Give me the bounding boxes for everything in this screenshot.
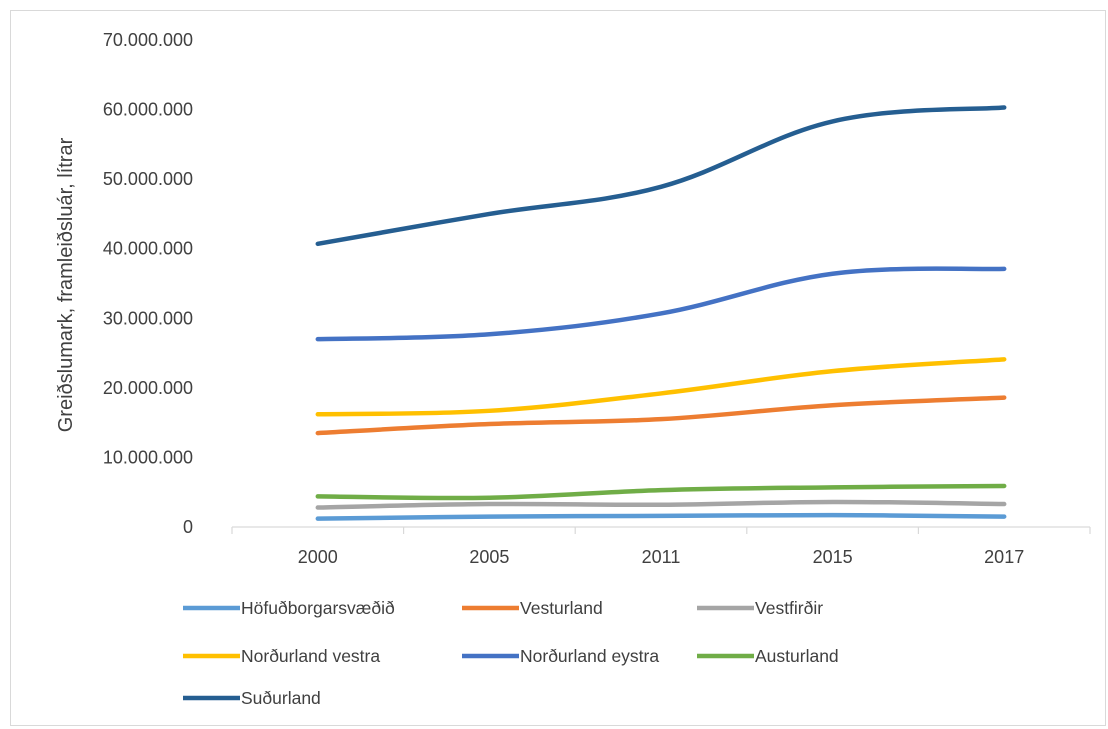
x-tick-label: 2011 [642, 547, 681, 567]
legend-label: Suðurland [241, 688, 321, 708]
y-tick-label: 60.000.000 [103, 100, 193, 120]
legend-label: Vestfirðir [755, 598, 823, 618]
x-tick-label: 2015 [813, 547, 853, 567]
series-line [315, 357, 1007, 417]
series-line [315, 483, 1007, 501]
legend-label: Austurland [755, 646, 839, 666]
y-tick-label: 50.000.000 [103, 169, 193, 189]
y-tick-label: 30.000.000 [103, 308, 193, 328]
x-tick-label: 2005 [469, 547, 509, 567]
series-line [315, 395, 1007, 436]
y-tick-label: 0 [183, 517, 193, 537]
series-line [315, 105, 1007, 247]
x-axis: 2000 2005 2011 2015 2017 [231, 526, 1091, 567]
series-line [315, 499, 1007, 510]
y-tick-label: 70.000.000 [103, 30, 193, 50]
y-axis-ticks: 0 10.000.000 20.000.000 30.000.000 40.000.00… [103, 30, 193, 537]
legend-label: Norðurland vestra [241, 646, 380, 666]
x-tick-label: 2017 [984, 547, 1024, 567]
y-tick-label: 20.000.000 [103, 378, 193, 398]
series-line [315, 512, 1007, 521]
series-lines [315, 105, 1007, 521]
y-axis-title: Greiðslumark, framleiðsluár, lítrar [55, 137, 77, 432]
y-tick-label: 10.000.000 [103, 447, 193, 467]
legend-label: Höfuðborgarsvæðið [241, 598, 395, 618]
legend-label: Norðurland eystra [520, 646, 659, 666]
legend: Höfuðborgarsvæðið Vesturland Vestfirðir Nor… [183, 598, 839, 708]
x-tick-label: 2000 [298, 547, 338, 567]
y-tick-label: 40.000.000 [103, 239, 193, 259]
series-line [315, 266, 1007, 342]
legend-label: Vesturland [520, 598, 603, 618]
